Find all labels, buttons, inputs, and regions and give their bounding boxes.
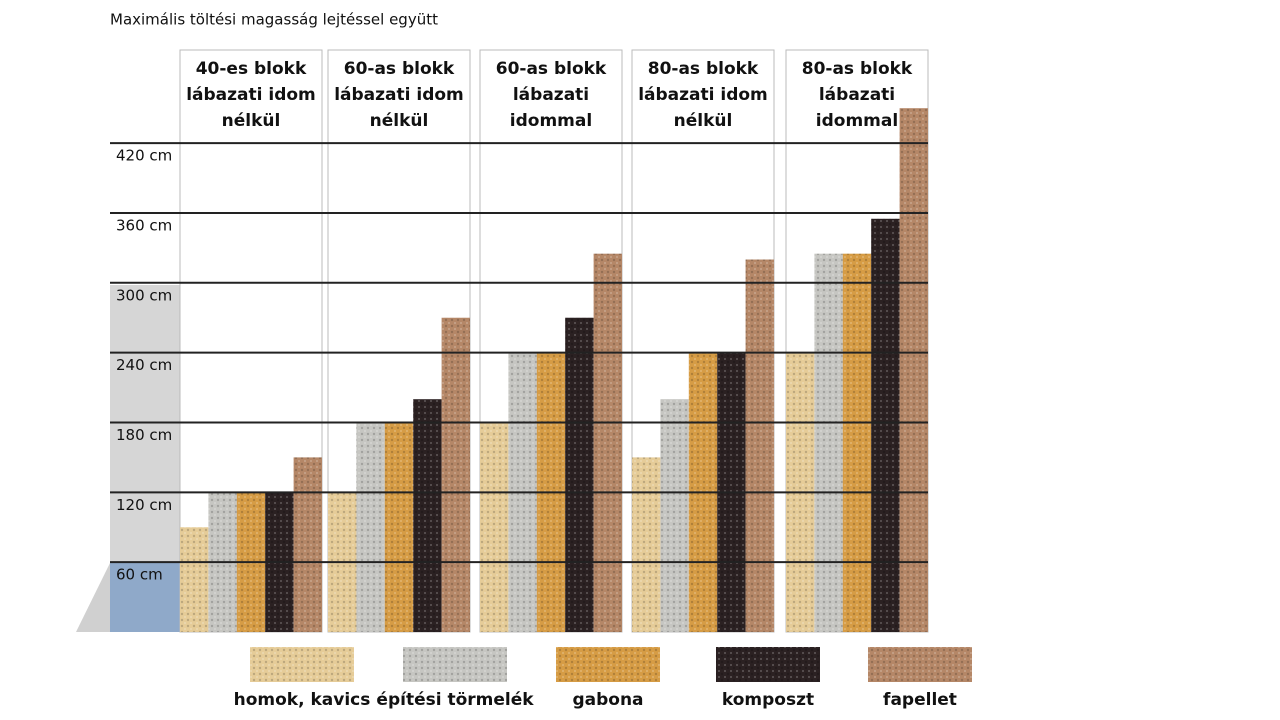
group-label: 60-as blokk lábazati idom nélkül bbox=[334, 59, 464, 131]
bar-texture bbox=[745, 259, 774, 632]
legend-texture bbox=[716, 647, 820, 682]
group-label: 80-as blokk lábazati idommal bbox=[801, 59, 913, 131]
bar-texture bbox=[565, 317, 594, 632]
bar-texture bbox=[293, 457, 322, 632]
y-tick-label: 420 cm bbox=[116, 147, 172, 165]
legend-label: fapellet bbox=[883, 690, 957, 710]
legend-texture bbox=[868, 647, 972, 682]
group-label: 40-es blokk lábazati idom nélkül bbox=[186, 59, 316, 131]
y-tick-label: 120 cm bbox=[116, 496, 172, 514]
legend-texture bbox=[556, 647, 660, 682]
legend-label: építési törmelék bbox=[376, 690, 534, 710]
bar-texture bbox=[899, 108, 928, 632]
y-tick-label: 360 cm bbox=[116, 216, 172, 234]
bar-texture bbox=[593, 253, 622, 632]
bar-texture bbox=[814, 253, 843, 632]
chart-title: Maximális töltési magasság lejtéssel egy… bbox=[110, 11, 438, 29]
footing-block bbox=[110, 563, 180, 632]
bar-texture bbox=[480, 422, 509, 632]
y-tick-label: 300 cm bbox=[116, 286, 172, 304]
y-tick-label: 240 cm bbox=[116, 356, 172, 374]
legend-texture bbox=[403, 647, 507, 682]
legend-texture bbox=[250, 647, 354, 682]
legend-label: komposzt bbox=[722, 690, 814, 710]
bar-texture bbox=[441, 317, 470, 632]
bar-texture bbox=[842, 253, 872, 632]
bar-texture bbox=[356, 422, 385, 632]
bar-texture bbox=[413, 399, 442, 632]
y-tick-label: 60 cm bbox=[116, 566, 163, 584]
bar-texture bbox=[871, 218, 900, 632]
bar-texture bbox=[632, 457, 661, 632]
bar-texture bbox=[660, 399, 689, 632]
group-label: 80-as blokk lábazati idom nélkül bbox=[638, 59, 768, 131]
group-label: 60-as blokk lábazati idommal bbox=[495, 59, 607, 131]
bar-texture bbox=[180, 527, 209, 632]
y-tick-label: 180 cm bbox=[116, 426, 172, 444]
legend-label: gabona bbox=[572, 690, 643, 710]
legend-label: homok, kavics bbox=[234, 690, 371, 710]
bar-texture bbox=[384, 422, 414, 632]
